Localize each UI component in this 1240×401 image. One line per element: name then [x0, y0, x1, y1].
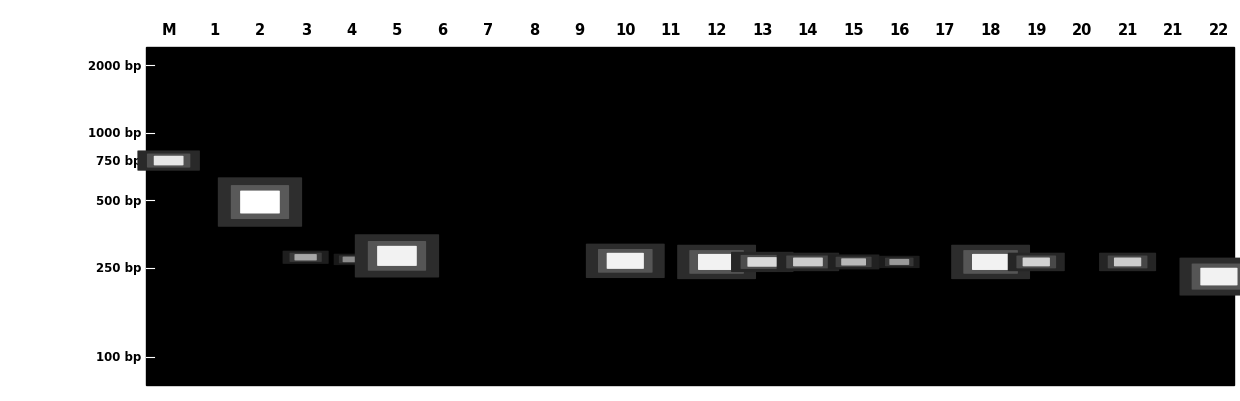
Text: 22: 22 [1209, 23, 1229, 38]
Text: 4: 4 [346, 23, 356, 38]
Text: 750 bp: 750 bp [95, 155, 141, 168]
FancyBboxPatch shape [146, 154, 190, 168]
FancyBboxPatch shape [585, 244, 665, 278]
FancyBboxPatch shape [294, 254, 316, 261]
Text: 8: 8 [528, 23, 539, 38]
FancyBboxPatch shape [963, 251, 1018, 274]
FancyBboxPatch shape [1008, 253, 1065, 271]
FancyBboxPatch shape [1192, 264, 1240, 290]
FancyBboxPatch shape [355, 235, 439, 278]
Text: 12: 12 [707, 23, 727, 38]
Text: 13: 13 [753, 23, 773, 38]
FancyBboxPatch shape [951, 245, 1030, 279]
Text: 2000 bp: 2000 bp [88, 59, 141, 72]
Text: 14: 14 [797, 23, 818, 38]
FancyBboxPatch shape [1023, 258, 1050, 267]
FancyBboxPatch shape [732, 252, 794, 272]
Text: 19: 19 [1025, 23, 1047, 38]
FancyBboxPatch shape [1107, 256, 1147, 269]
FancyBboxPatch shape [606, 253, 644, 269]
FancyBboxPatch shape [740, 255, 784, 269]
FancyBboxPatch shape [776, 253, 839, 271]
FancyBboxPatch shape [1200, 268, 1238, 286]
Text: 10: 10 [615, 23, 636, 38]
FancyBboxPatch shape [1017, 256, 1056, 269]
Text: 6: 6 [438, 23, 448, 38]
FancyBboxPatch shape [218, 178, 303, 227]
Text: 250 bp: 250 bp [95, 261, 141, 274]
FancyBboxPatch shape [836, 257, 872, 267]
FancyBboxPatch shape [289, 253, 321, 262]
FancyBboxPatch shape [972, 254, 1009, 270]
FancyBboxPatch shape [677, 245, 756, 279]
FancyBboxPatch shape [748, 257, 777, 267]
Text: 7: 7 [484, 23, 494, 38]
Text: M: M [161, 23, 176, 38]
FancyBboxPatch shape [1179, 258, 1240, 296]
Text: 3: 3 [300, 23, 311, 38]
FancyBboxPatch shape [241, 191, 280, 214]
Text: 5: 5 [392, 23, 402, 38]
FancyBboxPatch shape [377, 246, 417, 266]
Text: 21: 21 [1163, 23, 1183, 38]
Text: 17: 17 [935, 23, 955, 38]
Text: 16: 16 [889, 23, 909, 38]
Text: 15: 15 [843, 23, 864, 38]
FancyBboxPatch shape [689, 251, 744, 274]
FancyBboxPatch shape [1114, 258, 1141, 267]
FancyBboxPatch shape [342, 257, 360, 263]
FancyBboxPatch shape [339, 256, 363, 264]
Text: 11: 11 [661, 23, 681, 38]
Text: 1000 bp: 1000 bp [88, 127, 141, 140]
FancyBboxPatch shape [138, 151, 200, 171]
FancyBboxPatch shape [154, 156, 184, 166]
FancyBboxPatch shape [885, 258, 914, 267]
Text: 100 bp: 100 bp [97, 350, 141, 363]
FancyBboxPatch shape [598, 249, 652, 273]
FancyBboxPatch shape [828, 255, 879, 270]
FancyBboxPatch shape [1099, 253, 1156, 271]
Text: 2: 2 [255, 23, 265, 38]
FancyBboxPatch shape [794, 258, 823, 267]
FancyBboxPatch shape [698, 254, 735, 270]
FancyBboxPatch shape [786, 256, 830, 269]
Bar [146, 48, 1234, 385]
FancyBboxPatch shape [889, 259, 909, 265]
Text: 21: 21 [1117, 23, 1138, 38]
FancyBboxPatch shape [368, 241, 427, 271]
FancyBboxPatch shape [283, 251, 329, 264]
Text: 18: 18 [981, 23, 1001, 38]
FancyBboxPatch shape [231, 186, 289, 219]
Text: 1: 1 [210, 23, 219, 38]
FancyBboxPatch shape [841, 259, 866, 266]
Text: 500 bp: 500 bp [95, 194, 141, 207]
FancyBboxPatch shape [879, 256, 920, 268]
FancyBboxPatch shape [334, 254, 370, 265]
Text: 20: 20 [1071, 23, 1092, 38]
Text: 9: 9 [574, 23, 585, 38]
